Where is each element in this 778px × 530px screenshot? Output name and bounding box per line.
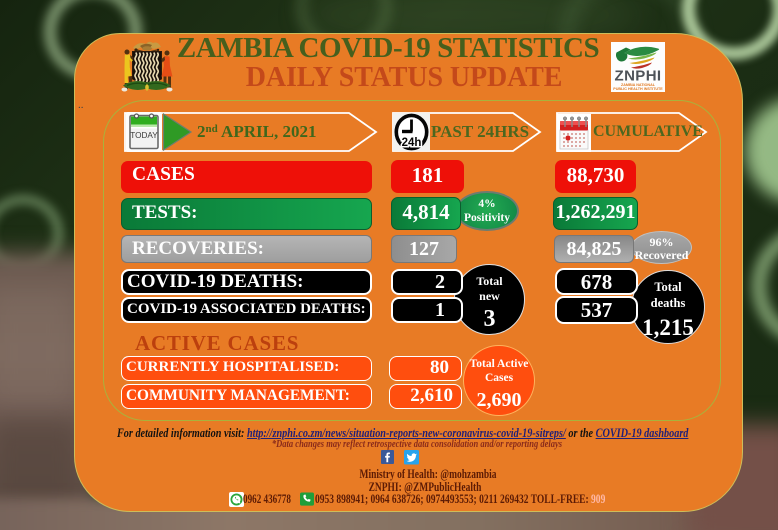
svg-text:TODAY: TODAY	[130, 131, 158, 140]
svg-text:ZAMBIA NATIONAL: ZAMBIA NATIONAL	[621, 83, 656, 87]
svg-text:24h: 24h	[402, 137, 422, 149]
svg-text:PUBLIC HEALTH INSTITUTE: PUBLIC HEALTH INSTITUTE	[613, 87, 663, 91]
svg-text:ZNPHI: ZNPHI	[615, 68, 662, 85]
